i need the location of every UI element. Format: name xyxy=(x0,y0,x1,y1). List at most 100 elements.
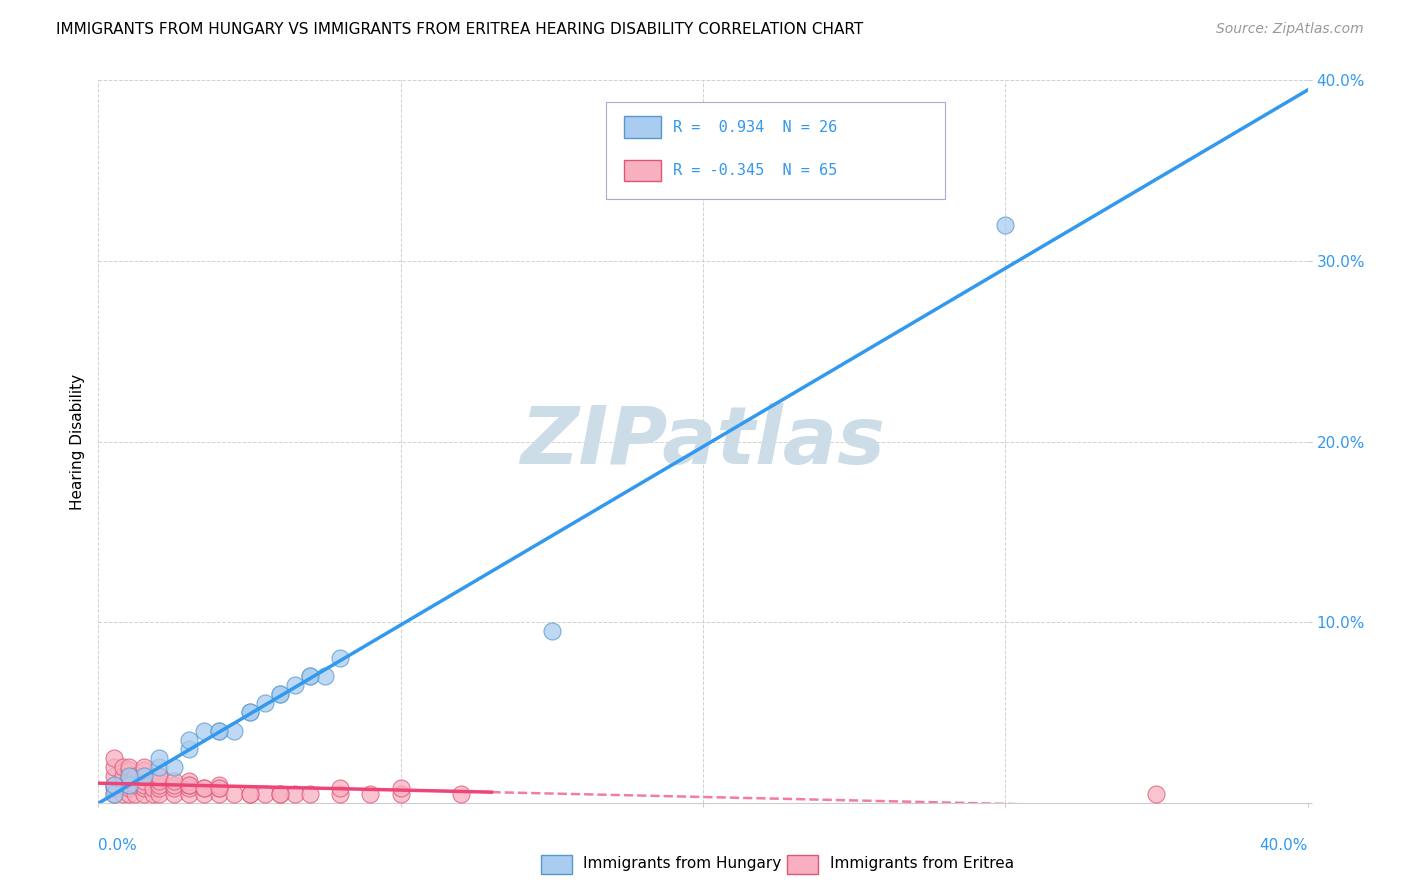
Point xyxy=(163,787,186,801)
Point xyxy=(132,774,155,789)
Point xyxy=(132,769,155,783)
Point xyxy=(239,706,262,720)
Point xyxy=(142,781,165,796)
Point xyxy=(253,697,276,711)
Point xyxy=(329,781,352,796)
Point xyxy=(118,760,141,774)
Point xyxy=(389,781,412,796)
Point xyxy=(450,787,472,801)
Point xyxy=(1144,787,1167,801)
Point xyxy=(163,778,186,792)
Point xyxy=(299,669,322,683)
Point xyxy=(284,787,307,801)
Point xyxy=(193,781,215,796)
Point xyxy=(118,787,141,801)
FancyBboxPatch shape xyxy=(606,102,945,200)
Point xyxy=(239,787,262,801)
Text: ZIPatlas: ZIPatlas xyxy=(520,402,886,481)
Text: IMMIGRANTS FROM HUNGARY VS IMMIGRANTS FROM ERITREA HEARING DISABILITY CORRELATIO: IMMIGRANTS FROM HUNGARY VS IMMIGRANTS FR… xyxy=(56,22,863,37)
Point xyxy=(329,787,352,801)
Point xyxy=(111,769,134,783)
Point xyxy=(132,760,155,774)
Point xyxy=(132,764,155,778)
Point xyxy=(179,732,201,747)
Point xyxy=(269,687,291,701)
Point xyxy=(389,787,412,801)
Point xyxy=(163,781,186,796)
Text: Immigrants from Hungary: Immigrants from Hungary xyxy=(583,856,782,871)
Point xyxy=(118,778,141,792)
Point xyxy=(314,669,336,683)
Y-axis label: Hearing Disability: Hearing Disability xyxy=(69,374,84,509)
Point xyxy=(148,787,170,801)
Point xyxy=(193,723,215,738)
Point xyxy=(124,769,146,783)
Point xyxy=(208,723,231,738)
Point xyxy=(163,774,186,789)
Point xyxy=(118,781,141,796)
Point xyxy=(994,218,1017,232)
Point xyxy=(208,787,231,801)
Point xyxy=(103,778,125,792)
Point xyxy=(179,774,201,789)
Point xyxy=(253,787,276,801)
Point xyxy=(124,787,146,801)
Text: 0.0%: 0.0% xyxy=(98,838,138,854)
Point xyxy=(132,778,155,792)
FancyBboxPatch shape xyxy=(624,117,661,138)
Point xyxy=(208,723,231,738)
Point xyxy=(329,651,352,665)
Point xyxy=(193,781,215,796)
Point xyxy=(118,769,141,783)
Point xyxy=(148,774,170,789)
Point xyxy=(179,778,201,792)
Point xyxy=(103,781,125,796)
Point xyxy=(103,769,125,783)
Point xyxy=(299,669,322,683)
Point xyxy=(284,678,307,692)
Point xyxy=(118,778,141,792)
Point xyxy=(179,778,201,792)
Point xyxy=(299,787,322,801)
Point xyxy=(103,760,125,774)
Point xyxy=(239,787,262,801)
Point xyxy=(224,723,246,738)
Point xyxy=(269,787,291,801)
Point xyxy=(103,750,125,764)
Point xyxy=(118,764,141,778)
Point xyxy=(132,781,155,796)
Text: R =  0.934  N = 26: R = 0.934 N = 26 xyxy=(672,120,837,135)
Point xyxy=(179,787,201,801)
Point xyxy=(208,778,231,792)
Point xyxy=(132,787,155,801)
Point xyxy=(239,706,262,720)
Text: Source: ZipAtlas.com: Source: ZipAtlas.com xyxy=(1216,22,1364,37)
Point xyxy=(360,787,382,801)
Point xyxy=(269,787,291,801)
Point xyxy=(148,781,170,796)
Point xyxy=(148,769,170,783)
Point xyxy=(111,760,134,774)
Point xyxy=(179,741,201,756)
Point xyxy=(540,624,562,639)
Point xyxy=(111,778,134,792)
Text: 40.0%: 40.0% xyxy=(1260,838,1308,854)
Point xyxy=(163,760,186,774)
Point xyxy=(224,787,246,801)
Point xyxy=(103,778,125,792)
Point xyxy=(148,760,170,774)
Point xyxy=(208,781,231,796)
Point xyxy=(193,787,215,801)
Point xyxy=(148,769,170,783)
Point xyxy=(179,781,201,796)
Point xyxy=(148,750,170,764)
Point xyxy=(103,787,125,801)
Point xyxy=(111,787,134,801)
Point xyxy=(118,769,141,783)
Point xyxy=(132,769,155,783)
Text: Immigrants from Eritrea: Immigrants from Eritrea xyxy=(830,856,1014,871)
Point xyxy=(269,687,291,701)
Point xyxy=(142,787,165,801)
Point xyxy=(124,778,146,792)
Point xyxy=(148,778,170,792)
